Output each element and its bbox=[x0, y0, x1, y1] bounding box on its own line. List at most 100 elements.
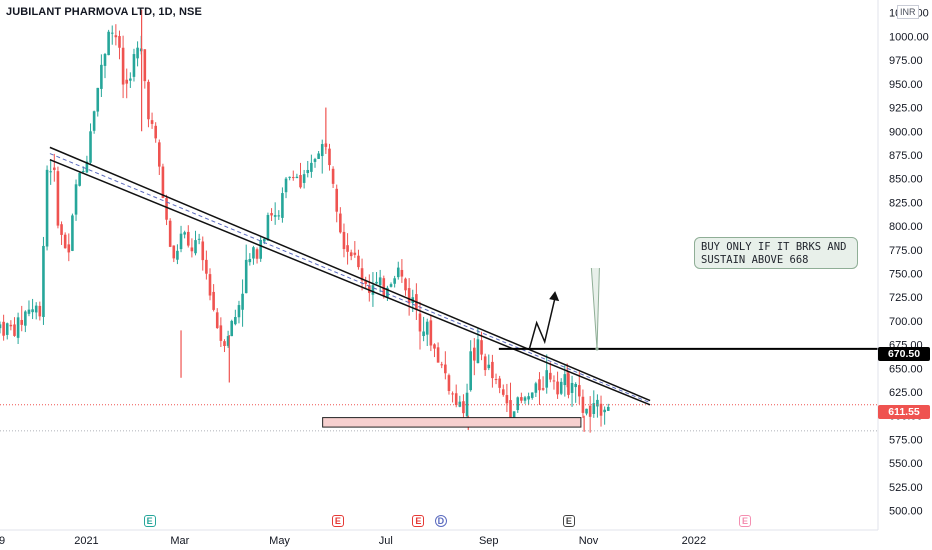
candle-body bbox=[451, 393, 454, 395]
candle-body bbox=[317, 153, 320, 159]
candle-body bbox=[132, 54, 136, 77]
candle-body bbox=[186, 231, 190, 246]
candle-body bbox=[212, 291, 215, 310]
candle-body bbox=[263, 238, 266, 242]
candle-body bbox=[574, 383, 577, 388]
dividend-event-icon[interactable]: D bbox=[434, 515, 447, 527]
candle-body bbox=[382, 278, 386, 297]
candle-body bbox=[523, 397, 527, 401]
candle-body bbox=[291, 177, 295, 179]
candle-body bbox=[458, 401, 462, 407]
candle-body bbox=[226, 336, 230, 346]
candle-body bbox=[454, 393, 458, 406]
candle-body bbox=[404, 278, 407, 291]
candle-body bbox=[154, 125, 157, 139]
callout-anchor bbox=[595, 347, 599, 351]
candle-body bbox=[339, 213, 342, 233]
candle-body bbox=[241, 293, 244, 310]
y-tick-label: 650.00 bbox=[889, 363, 923, 375]
candle-body bbox=[436, 347, 440, 363]
x-tick-label: Sep bbox=[479, 535, 499, 547]
trendline-lower[interactable] bbox=[49, 159, 651, 406]
candle-body bbox=[158, 142, 161, 167]
y-tick-label: 1000.00 bbox=[889, 31, 929, 43]
candle-body bbox=[288, 176, 291, 178]
candle-body bbox=[592, 403, 596, 414]
x-tick-label: Mar bbox=[170, 535, 189, 547]
callout-line-2: SUSTAIN ABOVE 668 bbox=[701, 254, 809, 266]
y-tick-label: 550.00 bbox=[889, 458, 923, 470]
candle-body bbox=[335, 188, 339, 212]
earnings-event-icon[interactable]: E bbox=[143, 515, 156, 527]
candle-body bbox=[585, 408, 588, 414]
candle-body bbox=[440, 364, 444, 366]
candle-body bbox=[281, 193, 284, 218]
currency-badge[interactable]: INR bbox=[897, 5, 919, 19]
x-tick-label: 2022 bbox=[682, 535, 706, 547]
earnings-event-icon[interactable]: E bbox=[562, 515, 575, 527]
candle-body bbox=[179, 233, 183, 250]
candle-body bbox=[462, 401, 465, 414]
candle-body bbox=[603, 409, 606, 413]
y-tick-label: 900.00 bbox=[889, 126, 923, 138]
candle-body bbox=[494, 378, 498, 381]
candle-body bbox=[371, 285, 375, 295]
y-tick-label: 750.00 bbox=[889, 268, 923, 280]
breakout-arrow bbox=[528, 297, 556, 350]
candle-body bbox=[357, 255, 360, 268]
earnings-event-icon[interactable]: E bbox=[412, 515, 425, 527]
candle-body bbox=[588, 405, 592, 417]
candle-body bbox=[483, 356, 487, 371]
candle-body bbox=[176, 250, 179, 260]
candle-body bbox=[606, 406, 610, 411]
candle-body bbox=[74, 184, 78, 215]
trendline-upper[interactable] bbox=[49, 146, 651, 402]
y-tick-label: 950.00 bbox=[889, 79, 923, 91]
candle-body bbox=[491, 361, 494, 379]
candle-body bbox=[277, 215, 281, 217]
candle-body bbox=[92, 111, 96, 131]
candle-body bbox=[161, 166, 165, 198]
candle-body bbox=[107, 31, 110, 56]
candle-body bbox=[81, 170, 85, 172]
candle-body bbox=[183, 232, 186, 235]
candle-body bbox=[407, 288, 411, 304]
candle-body bbox=[306, 169, 310, 174]
candle-body bbox=[259, 240, 262, 259]
candle-body bbox=[63, 234, 67, 249]
earnings-event-icon[interactable]: E bbox=[739, 515, 752, 527]
candle-body bbox=[320, 144, 324, 157]
candle-body bbox=[596, 399, 599, 407]
candle-body bbox=[302, 174, 306, 183]
candle-body bbox=[2, 321, 5, 336]
y-tick-label: 625.00 bbox=[889, 387, 923, 399]
candle-body bbox=[0, 324, 2, 329]
candle-body bbox=[545, 370, 549, 388]
candle-body bbox=[599, 403, 603, 416]
earnings-event-icon[interactable]: E bbox=[331, 515, 344, 527]
chart-title: JUBILANT PHARMOVA LTD, 1D, NSE bbox=[6, 6, 202, 18]
candle-body bbox=[270, 213, 273, 216]
candle-body bbox=[389, 284, 393, 287]
candle-body bbox=[342, 231, 346, 250]
resistance-price-label: 670.50 bbox=[878, 347, 930, 361]
trade-callout[interactable]: BUY ONLY IF IT BRKS AND SUSTAIN ABOVE 66… bbox=[694, 237, 858, 269]
candle-body bbox=[219, 325, 223, 341]
candle-body bbox=[56, 171, 60, 226]
candle-body bbox=[27, 309, 31, 314]
candle-body bbox=[418, 313, 422, 332]
support-zone[interactable] bbox=[322, 417, 582, 428]
candle-body bbox=[31, 309, 34, 313]
candle-body bbox=[534, 383, 538, 393]
candle-body bbox=[71, 215, 74, 251]
candle-body bbox=[129, 78, 132, 81]
y-tick-label: 875.00 bbox=[889, 150, 923, 162]
x-axis[interactable]: 9 2021 Mar May Jul Sep Nov 2022 bbox=[0, 529, 878, 547]
x-tick-label: Nov bbox=[579, 535, 599, 547]
candle-body bbox=[147, 81, 150, 120]
candle-body bbox=[567, 373, 570, 395]
candle-body bbox=[252, 247, 255, 259]
candle-body bbox=[527, 396, 530, 400]
